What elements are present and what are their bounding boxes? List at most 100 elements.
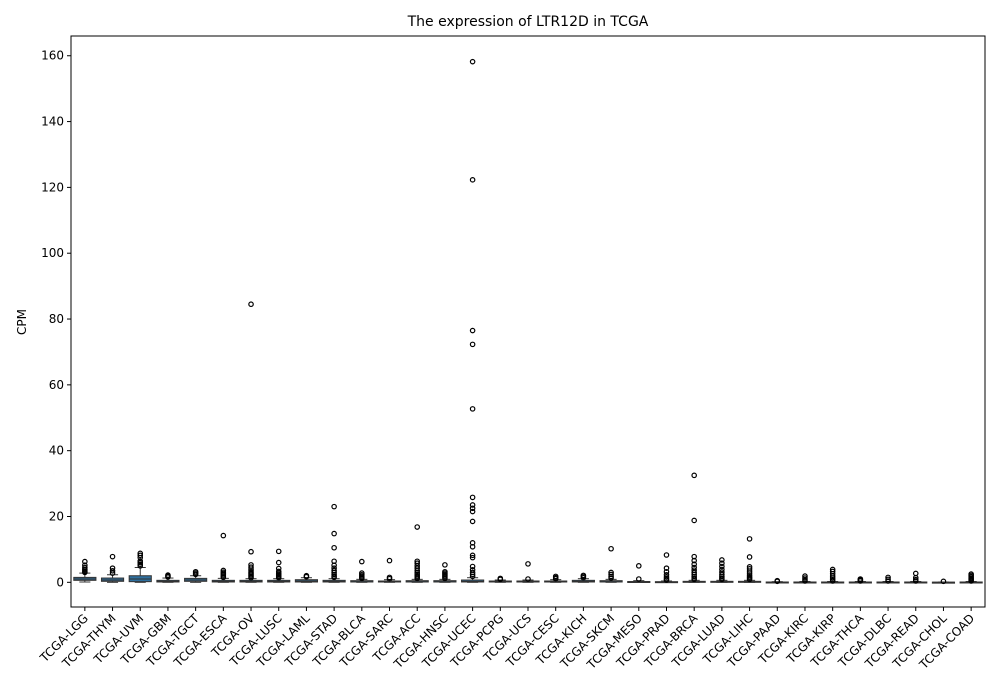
y-axis-label: CPM [15,309,29,335]
outlier-point [442,562,448,568]
box-group [599,545,623,583]
outlier-point [857,576,864,582]
outlier-point [165,572,171,578]
outlier-point [940,578,947,585]
box-group [488,575,512,583]
outlier-point [469,406,476,412]
box-group [931,578,956,585]
y-tick-label: 60 [49,378,64,392]
outlier-point [968,571,974,577]
outlier-point [137,552,144,559]
outlier-point [331,565,337,571]
outlier-point [608,545,614,552]
box-group [710,557,734,583]
outlier-point [829,566,836,573]
outlier-point [912,570,919,577]
y-tick-label: 160 [41,49,64,63]
outlier-point [414,524,421,530]
outlier-point [469,505,476,512]
outlier-point [691,567,697,573]
box-group [904,570,928,584]
box-group [821,566,845,584]
box-group [350,558,374,583]
box-group [100,553,125,583]
y-axis: 0 20 40 60 80 100 120 140 160 [41,49,71,589]
box-group [461,58,485,583]
box-group [654,552,679,584]
outlier-point [663,552,670,558]
box-group [267,548,291,583]
outlier-point [220,532,227,539]
outlier-point [442,568,448,575]
outlier-point [691,561,697,568]
outlier-point [469,341,476,348]
box-group [405,524,429,583]
outlier-point [469,540,476,546]
x-axis: TCGA-LGGTCGA-THYMTCGA-UVMTCGA-GBMTCGA-TG… [37,607,977,672]
outlier-point [109,553,116,560]
outlier-point [608,571,614,578]
box-group [627,563,651,583]
box-group [184,568,208,583]
outlier-point [719,563,725,570]
outlier-point [331,558,337,565]
outlier-point [663,565,670,571]
boxes-layer [73,58,983,585]
outlier-point [82,562,88,569]
outlier-point [275,565,282,572]
box-group [793,573,817,584]
y-tick-label: 140 [41,115,64,129]
outlier-point [719,557,725,563]
outlier-point [719,569,725,575]
y-tick-label: 120 [41,180,64,194]
outlier-point [691,472,697,479]
box-group [516,561,540,583]
box-group [571,572,595,583]
outlier-point [331,544,337,551]
outlier-point [359,570,365,576]
outlier-point [248,548,254,555]
outlier-point [746,564,753,570]
outlier-point [275,568,282,575]
outlier-point [525,576,531,582]
box-group [294,572,319,583]
chart-title: The expression of LTR12D in TCGA [407,14,649,30]
plot-frame [70,35,986,608]
box-group [128,550,152,583]
outlier-point [331,503,337,510]
box-group [322,503,346,583]
outlier-point [469,552,476,559]
outlier-point [663,568,670,575]
outlier-point [691,553,697,560]
outlier-point [82,558,88,565]
outlier-point [331,567,337,574]
outlier-point [885,576,891,583]
outlier-point [248,564,254,570]
outlier-point [552,573,559,580]
outlier-point [469,518,476,525]
outlier-point [386,557,393,564]
outlier-point [691,517,697,524]
box-group [682,472,706,583]
outlier-point [386,574,393,581]
outlier-point [469,508,476,515]
box-group [239,301,263,583]
outlier-point [802,575,808,581]
box-group [377,557,402,583]
outlier-point [719,566,725,573]
outlier-point [275,559,282,566]
outlier-point [746,536,753,542]
outlier-point [82,564,88,571]
box-group [876,574,900,584]
outlier-point [912,576,919,583]
outlier-point [469,177,476,183]
box-group [848,576,872,584]
outlier-point [635,576,642,582]
y-tick-label: 20 [49,509,64,523]
y-tick-label: 40 [49,444,64,458]
outlier-point [303,572,310,579]
outlier-point [746,566,753,572]
outlier-point [829,568,836,575]
outlier-point [525,561,531,567]
